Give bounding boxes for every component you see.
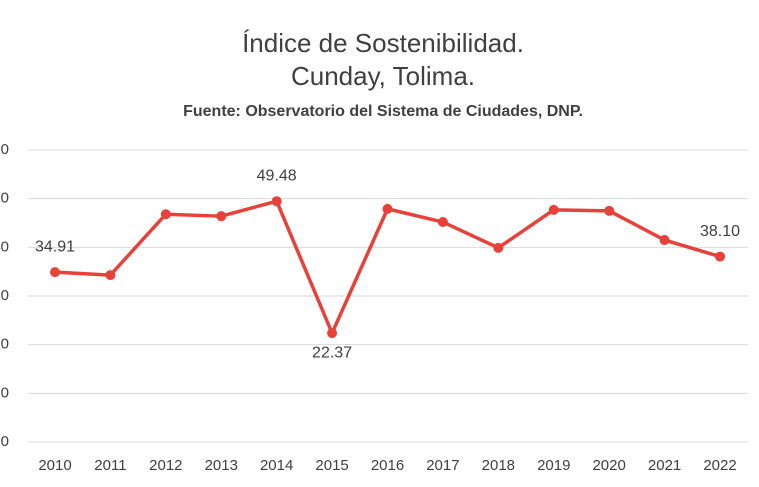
x-tick-label: 2016 [371, 457, 404, 474]
x-tick-label: 2010 [38, 457, 71, 474]
y-tick-label: 30 [0, 287, 9, 304]
x-tick-label: 2012 [149, 457, 182, 474]
x-tick-label: 2013 [205, 457, 238, 474]
data-label: 34.91 [35, 238, 75, 255]
data-label: 49.48 [257, 167, 297, 184]
x-tick-label: 2019 [537, 457, 570, 474]
point [493, 242, 504, 253]
point [659, 235, 670, 246]
y-tick-label: 20 [0, 336, 9, 353]
x-tick-label: 2011 [94, 457, 126, 474]
x-tick-label: 2020 [592, 457, 625, 474]
chart-title: Cunday, Tolima. [291, 61, 475, 91]
chart-title: Índice de Sostenibilidad. [242, 28, 524, 58]
x-tick-label: 2022 [703, 457, 736, 474]
data-label: 38.10 [700, 223, 740, 240]
point [604, 205, 615, 216]
point [216, 211, 227, 222]
x-tick-label: 2018 [482, 457, 515, 474]
y-tick-label: 50 [0, 190, 9, 207]
data-label: 22.37 [312, 344, 352, 361]
x-tick-label: 2021 [648, 457, 681, 474]
point [160, 209, 171, 220]
point [382, 203, 393, 214]
point [271, 196, 282, 207]
point [548, 204, 559, 215]
point [50, 267, 60, 278]
point [437, 217, 448, 228]
point [327, 328, 338, 339]
point [715, 251, 725, 262]
y-tick-label: 60 [0, 141, 9, 158]
point [105, 270, 116, 281]
x-tick-label: 2015 [315, 457, 348, 474]
x-tick-label: 2014 [260, 457, 293, 474]
y-tick-label: 40 [0, 238, 9, 255]
y-tick-label: 10 [0, 384, 9, 401]
chart-subtitle: Fuente: Observatorio del Sistema de Ciud… [183, 103, 583, 120]
y-tick-label: 0 [1, 433, 9, 450]
x-tick-label: 2017 [426, 457, 459, 474]
